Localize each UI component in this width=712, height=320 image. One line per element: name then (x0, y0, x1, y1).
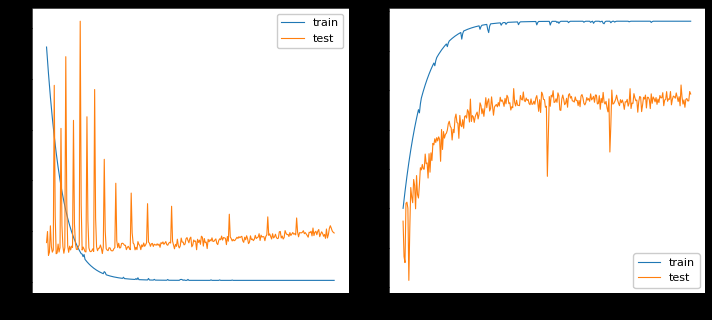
test (404, 278, 413, 282)
train (303, 278, 311, 282)
train (399, 206, 407, 210)
train (214, 278, 222, 282)
Line: test: test (46, 21, 334, 255)
test (686, 92, 695, 96)
train (686, 19, 695, 23)
test (76, 19, 85, 23)
test (43, 229, 52, 233)
test (677, 83, 686, 87)
test (42, 241, 51, 244)
test (214, 239, 223, 243)
train (659, 19, 668, 23)
test (661, 98, 669, 102)
train (569, 19, 577, 23)
Line: test: test (403, 85, 691, 280)
test (576, 105, 585, 108)
test (220, 236, 229, 240)
test (642, 106, 651, 110)
test (305, 230, 313, 234)
test (287, 234, 295, 237)
train (330, 278, 338, 282)
Legend: train, test: train, test (634, 253, 699, 288)
train (285, 278, 293, 282)
train (642, 19, 650, 23)
test (571, 95, 580, 99)
test (44, 253, 53, 257)
Legend: train, test: train, test (277, 14, 343, 48)
Line: train: train (46, 47, 334, 280)
train (219, 278, 227, 282)
train (575, 19, 583, 23)
train (42, 45, 51, 49)
test (399, 219, 407, 223)
train (212, 278, 221, 282)
train (399, 198, 408, 202)
test (570, 100, 579, 104)
test (330, 231, 338, 235)
test (216, 237, 224, 241)
test (399, 255, 408, 259)
Line: train: train (403, 21, 691, 208)
train (43, 59, 52, 63)
train (570, 19, 579, 23)
